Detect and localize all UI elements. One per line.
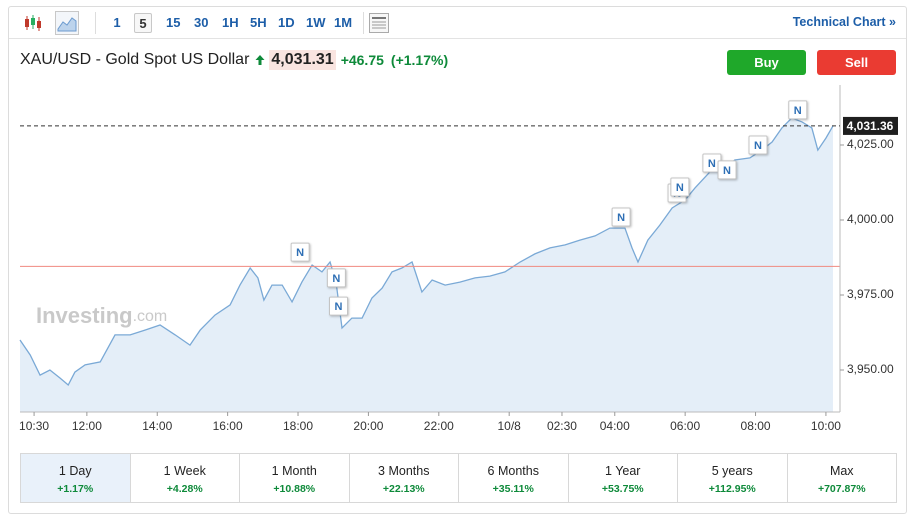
period-tab[interactable]: 3 Months +22.13% xyxy=(348,454,459,502)
period-label: 1 Month xyxy=(271,464,317,478)
x-tick-label: 14:00 xyxy=(142,419,172,433)
toolbar: 1 5 15 30 1H 5H 1D 1W 1M Technical Chart » xyxy=(9,7,906,39)
period-change: +707.87% xyxy=(817,483,866,495)
interval-button[interactable]: 5 xyxy=(134,13,152,33)
period-label: 5 years xyxy=(711,464,753,478)
period-tab[interactable]: 1 Week +4.28% xyxy=(129,454,240,502)
period-tab[interactable]: 1 Day +1.17% xyxy=(21,454,130,502)
interval-button[interactable]: 5H xyxy=(250,15,267,30)
news-marker-label: N xyxy=(708,158,716,170)
period-tab[interactable]: 6 Months +35.11% xyxy=(458,454,568,502)
x-tick-label: 16:00 xyxy=(213,419,243,433)
quote-header: XAU/USD - Gold Spot US Dollar 4,031.31 +… xyxy=(20,48,448,72)
chart: Investing.com 3,950.00 3,975.00 4,000.00 4,0… xyxy=(19,85,898,433)
interval-button[interactable]: 1 xyxy=(113,15,121,30)
news-marker-label: N xyxy=(723,165,731,177)
x-tick-label: 08:00 xyxy=(741,419,771,433)
x-tick-label: 10/8 xyxy=(498,419,522,433)
watermark-brand: Investing xyxy=(36,303,133,328)
period-tab[interactable]: 1 Year +53.75% xyxy=(567,454,678,502)
period-label: Max xyxy=(829,464,854,478)
x-tick-label: 10:30 xyxy=(19,419,49,433)
separator xyxy=(363,12,364,34)
news-marker[interactable] xyxy=(717,160,737,180)
y-tick-label: 4,025.00 xyxy=(847,137,894,151)
separator xyxy=(95,12,96,34)
interval-button[interactable]: 15 xyxy=(166,15,181,30)
x-tick-label: 22:00 xyxy=(424,419,454,433)
candles-icon[interactable] xyxy=(23,13,43,33)
period-label: 1 Day xyxy=(58,464,92,478)
symbol-name: XAU/USD - Gold Spot US Dollar xyxy=(20,51,250,68)
last-price-tag xyxy=(843,116,898,135)
widget-frame xyxy=(8,6,907,514)
news-marker-label: N xyxy=(754,140,762,152)
area-icon[interactable] xyxy=(55,11,79,35)
news-marker-label: N xyxy=(676,182,684,194)
news-marker[interactable] xyxy=(748,135,768,155)
interval-button[interactable]: 30 xyxy=(194,15,209,30)
news-marker[interactable] xyxy=(670,177,690,197)
period-label: 1 Week xyxy=(163,464,206,478)
y-tick-label: 3,975.00 xyxy=(847,287,894,301)
buy-button[interactable]: Buy xyxy=(727,50,806,75)
interval-button[interactable]: 1M xyxy=(334,15,353,30)
x-tick-label: 12:00 xyxy=(72,419,102,433)
last-price: 4,031.31 xyxy=(269,50,336,70)
period-change: +4.28% xyxy=(166,483,203,495)
period-label: 1 Year xyxy=(605,464,641,478)
technical-chart-link[interactable]: Technical Chart » xyxy=(792,15,896,29)
interval-button[interactable]: 1D xyxy=(278,15,295,30)
area-fill xyxy=(20,118,833,412)
news-marker[interactable] xyxy=(328,296,348,316)
period-change: +10.88% xyxy=(273,483,316,495)
x-tick-label: 20:00 xyxy=(353,419,383,433)
watermark-domain: .com xyxy=(133,308,168,325)
period-label: 6 Months xyxy=(487,464,539,478)
y-tick-label: 4,000.00 xyxy=(847,212,894,226)
news-marker-label: N xyxy=(296,247,304,259)
period-tabs: 1 Day +1.17% 1 Week +4.28% 1 Month +10.88% 3 M… xyxy=(20,453,897,503)
price-change-percent: (+1.17%) xyxy=(390,52,449,68)
news-marker-label: N xyxy=(617,212,625,224)
last-price-label: 4,031.36 xyxy=(847,119,894,133)
news-marker-label: N xyxy=(335,301,343,313)
table-icon[interactable] xyxy=(368,12,390,34)
period-change: +22.13% xyxy=(382,483,425,495)
x-tick-label: 06:00 xyxy=(670,419,700,433)
x-tick-label: 18:00 xyxy=(283,419,313,433)
period-tab[interactable]: 5 years +112.95% xyxy=(677,454,787,502)
period-change: +1.17% xyxy=(57,483,94,495)
news-marker-label: N xyxy=(332,273,340,285)
up-arrow xyxy=(255,55,265,65)
price-change: +46.75 xyxy=(340,52,384,68)
x-tick-label: 10:00 xyxy=(811,419,841,433)
news-marker[interactable] xyxy=(290,242,310,262)
period-label: 3 Months xyxy=(378,464,430,478)
watermark: Investing.com xyxy=(36,303,167,328)
interval-button[interactable]: 1H xyxy=(222,15,239,30)
y-tick-label: 3,950.00 xyxy=(847,362,894,376)
news-marker[interactable] xyxy=(326,268,346,288)
news-marker[interactable] xyxy=(611,207,631,227)
period-tab[interactable]: 1 Month +10.88% xyxy=(239,454,349,502)
x-tick-label: 02:30 xyxy=(547,419,577,433)
period-tab[interactable]: Max +707.87% xyxy=(786,454,897,502)
sell-button[interactable]: Sell xyxy=(817,50,896,75)
period-change: +112.95% xyxy=(708,483,756,495)
x-tick-label: 04:00 xyxy=(600,419,630,433)
news-marker-label: N xyxy=(794,105,802,117)
news-marker[interactable] xyxy=(788,100,808,120)
period-change: +35.11% xyxy=(492,483,534,495)
interval-button[interactable]: 1W xyxy=(306,15,326,30)
period-change: +53.75% xyxy=(601,483,644,495)
